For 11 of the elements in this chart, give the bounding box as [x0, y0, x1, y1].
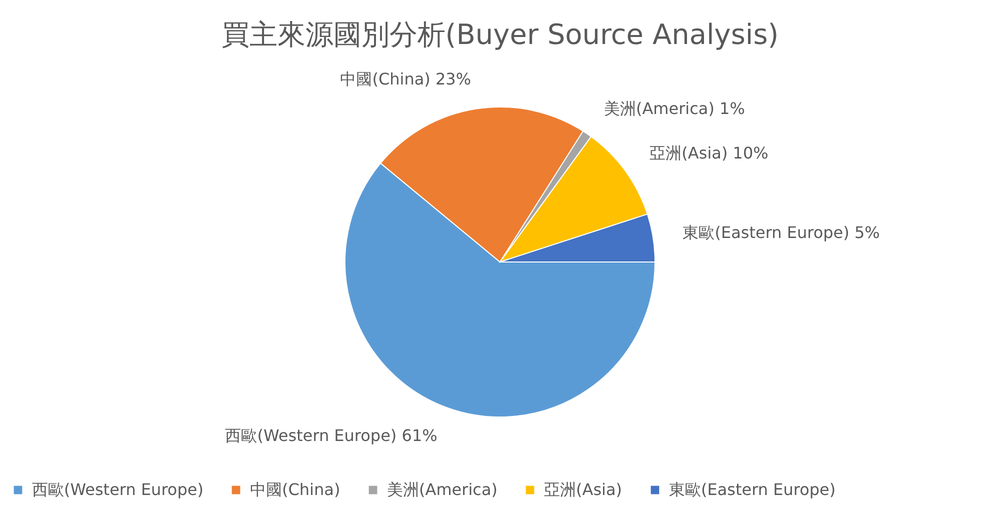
data-label: 美洲(America) 1%: [604, 98, 745, 118]
legend-label: 美洲(America): [387, 480, 498, 499]
legend-label: 西歐(Western Europe): [32, 480, 204, 499]
legend-label: 東歐(Eastern Europe): [669, 480, 836, 499]
data-label: 亞洲(Asia) 10%: [650, 143, 768, 162]
data-label: 中國(China) 23%: [340, 69, 472, 88]
data-label: 西歐(Western Europe) 61%: [225, 426, 438, 446]
chart-title: 買主來源國別分析(Buyer Source Analysis): [221, 18, 779, 51]
data-label: 東歐(Eastern Europe) 5%: [682, 223, 880, 242]
legend-label: 中國(China): [250, 480, 340, 499]
legend-label: 亞洲(Asia): [544, 480, 622, 499]
